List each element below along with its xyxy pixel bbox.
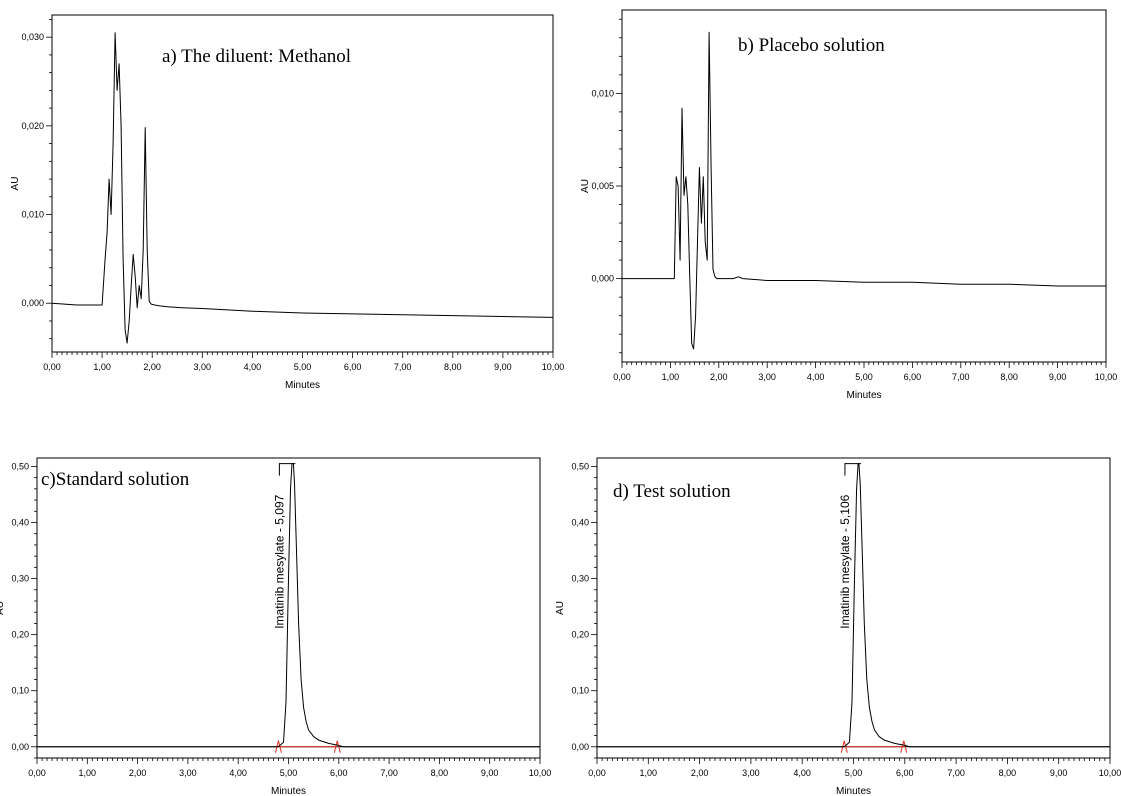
x-tick-label: 0,00 [613, 372, 631, 382]
integration-marker [840, 740, 848, 753]
x-tick-label: 6,00 [330, 768, 348, 778]
x-tick-label: 4,00 [807, 372, 825, 382]
x-tick-label: 6,00 [344, 362, 362, 372]
x-tick-label: 4,00 [793, 768, 811, 778]
x-tick-label: 5,00 [294, 362, 312, 372]
x-tick-label: 3,00 [179, 768, 197, 778]
x-tick-label: 10,00 [1099, 768, 1121, 778]
x-tick-label: 10,00 [529, 768, 552, 778]
x-tick-label: 5,00 [280, 768, 298, 778]
x-tick-label: 2,00 [143, 362, 161, 372]
y-tick-label: 0,40 [571, 517, 589, 527]
peak-label: Imatinib mesylate - 5,097 [272, 494, 286, 628]
x-tick-label: 2,00 [710, 372, 728, 382]
x-tick-label: 0,00 [43, 362, 61, 372]
x-tick-label: 4,00 [244, 362, 262, 372]
y-tick-label: 0,40 [11, 517, 29, 527]
panel-title: a) The diluent: Methanol [162, 46, 351, 67]
peak-label: Imatinib mesylate - 5,106 [838, 494, 852, 628]
panel-title: b) Placebo solution [738, 35, 885, 56]
chromatogram-trace [597, 463, 1110, 748]
chromatogram-panel-d: 0,00 1,00 2,00 3,00 4,00 5,00 6,00 7,00 8,00 9,00… [555, 457, 1121, 796]
y-axis-title: AU [555, 601, 566, 615]
x-tick-label: 10,00 [1095, 372, 1118, 382]
x-tick-label: 10,00 [542, 362, 565, 372]
x-tick-label: 6,00 [904, 372, 922, 382]
x-tick-label: 7,00 [947, 768, 965, 778]
integration-marker [333, 740, 341, 753]
x-tick-label: 5,00 [855, 372, 873, 382]
y-tick-label: 0,50 [11, 461, 29, 471]
y-tick-label: 0,020 [21, 121, 44, 131]
y-tick-label: 0,30 [11, 574, 29, 584]
y-tick-label: 0,50 [571, 461, 589, 471]
chromatogram-panel-b: 0,00 1,00 2,00 3,00 4,00 5,00 6,00 7,00 8,00 9,00… [580, 9, 1118, 401]
chromatogram-trace [51, 32, 554, 344]
y-tick-label: 0,030 [21, 32, 44, 42]
panel-title: c)Standard solution [41, 469, 190, 490]
x-tick-label: 9,00 [494, 362, 512, 372]
y-tick-label: 0,010 [591, 88, 614, 98]
x-tick-label: 8,00 [444, 362, 462, 372]
y-tick-label: 0,10 [11, 686, 29, 696]
x-tick-label: 9,00 [1050, 768, 1068, 778]
y-tick-label: 0,20 [571, 630, 589, 640]
x-axis-title: Minutes [271, 786, 306, 796]
y-axis-title: AU [0, 601, 6, 615]
x-tick-label: 1,00 [662, 372, 680, 382]
x-tick-label: 1,00 [640, 768, 658, 778]
x-axis-title: Minutes [836, 786, 871, 796]
x-tick-label: 8,00 [1000, 372, 1018, 382]
x-tick-label: 7,00 [952, 372, 970, 382]
y-tick-label: 0,30 [571, 574, 589, 584]
chromatogram-trace [622, 31, 1106, 350]
y-tick-label: 0,10 [571, 686, 589, 696]
x-tick-label: 0,00 [28, 768, 46, 778]
x-tick-label: 8,00 [999, 768, 1017, 778]
x-tick-label: 9,00 [481, 768, 499, 778]
x-tick-label: 2,00 [129, 768, 147, 778]
integration-marker [274, 740, 282, 753]
chromatogram-panel-c: 0,00 1,00 2,00 3,00 4,00 5,00 6,00 7,00 8,00 9,00… [0, 457, 552, 796]
integration-marker [900, 740, 908, 753]
peak-label-bracket [844, 463, 861, 476]
y-tick-label: 0,010 [21, 210, 44, 220]
y-axis-title: AU [10, 177, 21, 191]
x-axis-title: Minutes [285, 380, 320, 391]
x-tick-label: 7,00 [380, 768, 398, 778]
panel-title: d) Test solution [613, 481, 731, 502]
y-tick-label: 0,00 [11, 742, 29, 752]
x-tick-label: 3,00 [742, 768, 760, 778]
chromatogram-panel-a: 0,00 1,00 2,00 3,00 4,00 5,00 6,00 7,00 8,00 9,00… [10, 14, 565, 391]
x-axis-title: Minutes [846, 390, 881, 401]
plot-frame [36, 457, 541, 759]
y-tick-label: 0,20 [11, 630, 29, 640]
x-tick-label: 3,00 [758, 372, 776, 382]
plot-frame [621, 9, 1107, 363]
x-tick-label: 1,00 [79, 768, 97, 778]
chromatogram-trace [37, 463, 540, 748]
x-tick-label: 6,00 [896, 768, 914, 778]
x-tick-label: 5,00 [845, 768, 863, 778]
x-tick-label: 7,00 [394, 362, 412, 372]
y-tick-label: 0,005 [591, 181, 614, 191]
x-tick-label: 1,00 [93, 362, 111, 372]
x-tick-label: 8,00 [431, 768, 449, 778]
x-tick-label: 0,00 [588, 768, 606, 778]
x-tick-label: 4,00 [229, 768, 247, 778]
y-axis-title: AU [580, 179, 591, 193]
x-tick-label: 3,00 [194, 362, 212, 372]
peak-label-bracket [278, 463, 296, 476]
x-tick-label: 2,00 [691, 768, 709, 778]
x-tick-label: 9,00 [1049, 372, 1067, 382]
y-tick-label: 0,000 [21, 298, 44, 308]
y-tick-label: 0,00 [571, 742, 589, 752]
y-tick-label: 0,000 [591, 274, 614, 284]
